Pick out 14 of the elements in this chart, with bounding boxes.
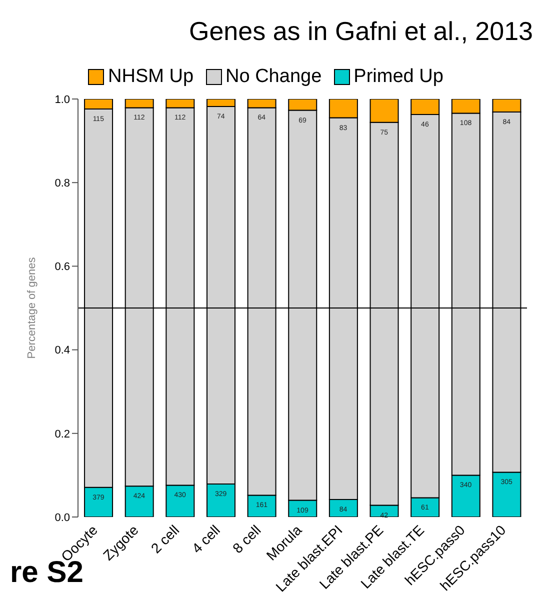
y-axis-title: Percentage of genes bbox=[26, 256, 38, 359]
y-tick-label: 0.4 bbox=[54, 344, 70, 357]
y-tick-label: 0.8 bbox=[54, 178, 70, 190]
x-tick-label: 8 cell bbox=[229, 522, 264, 556]
x-tick-label: 4 cell bbox=[188, 522, 223, 556]
x-tick-label: 2 cell bbox=[148, 522, 182, 556]
y-tick-label: 0.2 bbox=[54, 428, 70, 440]
legend-label: No Change bbox=[224, 66, 322, 88]
legend-label: Primed Up bbox=[352, 66, 444, 88]
y-tick-label: 1.0 bbox=[54, 94, 70, 106]
legend-label: NHSM Up bbox=[107, 66, 194, 88]
y-tick-label: 0.0 bbox=[54, 512, 70, 524]
chart-title: Genes as in Gafni et al., 2013 bbox=[189, 16, 533, 47]
y-tick-label: 0.6 bbox=[54, 261, 70, 274]
